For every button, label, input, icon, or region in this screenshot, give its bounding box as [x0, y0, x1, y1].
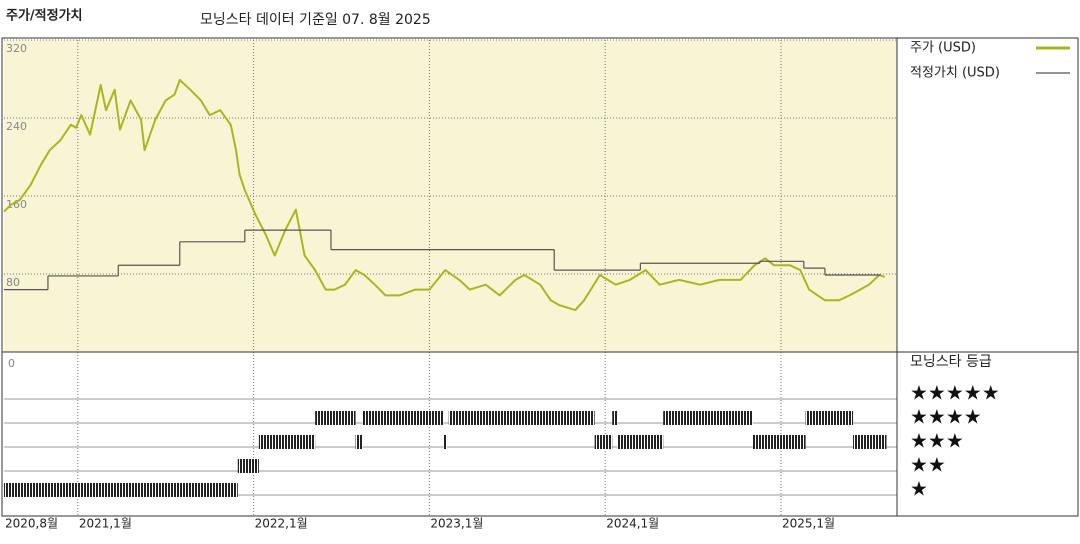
rating-legend-label: ★★★ [910, 429, 964, 453]
rating-bar [315, 411, 356, 425]
x-tick-label: 2020,8월 [5, 517, 58, 531]
rating-bar [443, 435, 447, 449]
x-tick-label: 2023,1월 [430, 517, 483, 531]
chart-title: 주가/적정가치 [6, 8, 83, 24]
plot-layer: 80 160 240 320 2020,8월 2021,1월 2022,1월 2023,1월 2… [3, 39, 1000, 531]
rating-bar [448, 411, 595, 425]
rating-bar [355, 435, 363, 449]
rating-bar [594, 435, 613, 449]
rating-legend-label: ★★ [910, 453, 946, 477]
rating-bar [853, 435, 887, 449]
legend-label: 주가 (USD) [910, 41, 976, 56]
rating-bar [612, 411, 618, 425]
rating-legend-title: 모닝스타 등급 [910, 354, 992, 370]
rating-legend-label: ★ [910, 477, 928, 501]
rating-legend-label: ★★★★★ [910, 381, 1000, 405]
rating-bar [805, 411, 854, 425]
rating-bar [4, 483, 238, 497]
rating-scale-label: 0 [8, 357, 15, 370]
chart-subtitle: 모닝스타 데이터 기준일 07. 8월 2025 [200, 12, 431, 28]
legend-label: 적정가치 (USD) [910, 66, 1000, 81]
x-tick-label: 2021,1월 [79, 517, 132, 531]
x-tick-label: 2025,1월 [782, 517, 835, 531]
rating-bar [752, 435, 806, 449]
rating-bar [237, 459, 259, 473]
rating-bar [362, 411, 444, 425]
y-tick-label: 320 [6, 42, 27, 55]
y-tick-label: 80 [6, 276, 20, 289]
rating-bar [663, 411, 753, 425]
y-tick-label: 240 [6, 120, 27, 133]
rating-bar [617, 435, 664, 449]
y-tick-label: 160 [6, 198, 27, 211]
x-tick-label: 2022,1월 [255, 517, 308, 531]
rating-legend-label: ★★★★ [910, 405, 982, 429]
rating-bar [258, 435, 316, 449]
frame [1, 37, 1079, 517]
x-tick-label: 2024,1월 [606, 517, 659, 531]
price-line [3, 79, 886, 312]
